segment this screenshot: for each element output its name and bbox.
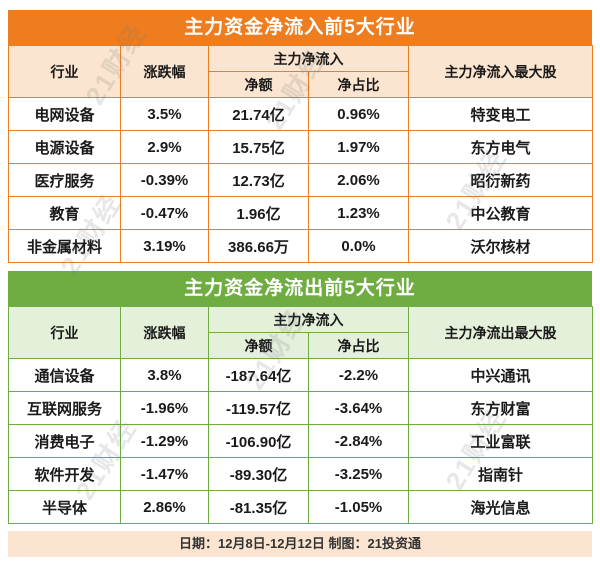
cell-net-ratio: 2.06% bbox=[308, 163, 409, 197]
cell-net-ratio: -2.2% bbox=[308, 358, 409, 392]
inflow-table: 行业 涨跌幅 主力净流入 主力净流入最大股 净额 净占比 电网设备 3.5% 2… bbox=[8, 45, 593, 263]
cell-net-amount: -106.90亿 bbox=[208, 424, 309, 458]
cell-change: -1.47% bbox=[120, 457, 209, 491]
cell-change: -0.39% bbox=[120, 163, 209, 197]
cell-net-ratio: 1.97% bbox=[308, 130, 409, 164]
table-row: 半导体 2.86% -81.35亿 -1.05% 海光信息 bbox=[8, 490, 593, 524]
col-header-change: 涨跌幅 bbox=[120, 45, 209, 98]
cell-net-ratio: -1.05% bbox=[308, 490, 409, 524]
inflow-section-title: 主力资金净流入前5大行业 bbox=[8, 10, 592, 45]
outflow-header-row-1: 行业 涨跌幅 主力净流入 主力净流出最大股 bbox=[8, 306, 593, 359]
inflow-header-row-2: 净额 净占比 bbox=[9, 71, 593, 98]
cell-net-ratio: 0.96% bbox=[308, 97, 409, 131]
col-header-industry: 行业 bbox=[8, 45, 121, 98]
table-row: 通信设备 3.8% -187.64亿 -2.2% 中兴通讯 bbox=[8, 358, 593, 392]
col-header-net-amount: 净额 bbox=[208, 71, 309, 98]
cell-change: -0.47% bbox=[120, 196, 209, 230]
cell-net-ratio: -3.64% bbox=[308, 391, 409, 425]
cell-net-amount: 1.96亿 bbox=[208, 196, 309, 230]
cell-change: -1.29% bbox=[120, 424, 209, 458]
cell-net-ratio: 0.0% bbox=[308, 229, 409, 263]
table-row: 电源设备 2.9% 15.75亿 1.97% 东方电气 bbox=[8, 130, 593, 164]
cell-net-ratio: 1.23% bbox=[308, 196, 409, 230]
cell-net-amount: -89.30亿 bbox=[208, 457, 309, 491]
cell-net-amount: 21.74亿 bbox=[208, 97, 309, 131]
cell-top-stock: 东方电气 bbox=[408, 130, 593, 164]
outflow-section-title: 主力资金净流出前5大行业 bbox=[8, 271, 592, 306]
col-header-inflow-group: 主力净流入 bbox=[208, 306, 409, 333]
cell-top-stock: 海光信息 bbox=[408, 490, 593, 524]
cell-top-stock: 工业富联 bbox=[408, 424, 593, 458]
table-row: 消费电子 -1.29% -106.90亿 -2.84% 工业富联 bbox=[8, 424, 593, 458]
cell-industry: 电网设备 bbox=[8, 97, 121, 131]
cell-change: 3.5% bbox=[120, 97, 209, 131]
cell-industry: 通信设备 bbox=[8, 358, 121, 392]
col-header-net-amount: 净额 bbox=[208, 332, 309, 359]
cell-net-amount: -187.64亿 bbox=[208, 358, 309, 392]
col-header-net-ratio: 净占比 bbox=[308, 332, 409, 359]
col-header-change: 涨跌幅 bbox=[120, 306, 209, 359]
cell-change: 3.8% bbox=[120, 358, 209, 392]
col-header-industry: 行业 bbox=[8, 306, 121, 359]
cell-net-amount: 386.66万 bbox=[208, 229, 309, 263]
cell-net-amount: 12.73亿 bbox=[208, 163, 309, 197]
cell-change: -1.96% bbox=[120, 391, 209, 425]
cell-net-amount: -119.57亿 bbox=[208, 391, 309, 425]
cell-industry: 医疗服务 bbox=[8, 163, 121, 197]
cell-industry: 互联网服务 bbox=[8, 391, 121, 425]
table-row: 教育 -0.47% 1.96亿 1.23% 中公教育 bbox=[8, 196, 593, 230]
outflow-table: 行业 涨跌幅 主力净流入 主力净流出最大股 净额 净占比 通信设备 3.8% -… bbox=[8, 306, 593, 524]
table-row: 软件开发 -1.47% -89.30亿 -3.25% 指南针 bbox=[8, 457, 593, 491]
cell-change: 2.9% bbox=[120, 130, 209, 164]
col-header-top-stock: 主力净流出最大股 bbox=[408, 306, 593, 359]
cell-industry: 半导体 bbox=[8, 490, 121, 524]
cell-top-stock: 沃尔核材 bbox=[408, 229, 593, 263]
cell-net-ratio: -3.25% bbox=[308, 457, 409, 491]
table-row: 互联网服务 -1.96% -119.57亿 -3.64% 东方财富 bbox=[8, 391, 593, 425]
cell-top-stock: 东方财富 bbox=[408, 391, 593, 425]
cell-industry: 教育 bbox=[8, 196, 121, 230]
cell-change: 2.86% bbox=[120, 490, 209, 524]
cell-top-stock: 中兴通讯 bbox=[408, 358, 593, 392]
cell-industry: 软件开发 bbox=[8, 457, 121, 491]
cell-industry: 消费电子 bbox=[8, 424, 121, 458]
table-row: 医疗服务 -0.39% 12.73亿 2.06% 昭衍新药 bbox=[8, 163, 593, 197]
cell-top-stock: 特变电工 bbox=[408, 97, 593, 131]
cell-net-ratio: -2.84% bbox=[308, 424, 409, 458]
inflow-header-row-1: 行业 涨跌幅 主力净流入 主力净流入最大股 bbox=[8, 45, 593, 98]
cell-industry: 电源设备 bbox=[8, 130, 121, 164]
table-row: 电网设备 3.5% 21.74亿 0.96% 特变电工 bbox=[8, 97, 593, 131]
cell-industry: 非金属材料 bbox=[8, 229, 121, 263]
cell-change: 3.19% bbox=[120, 229, 209, 263]
cell-top-stock: 昭衍新药 bbox=[408, 163, 593, 197]
cell-top-stock: 指南针 bbox=[408, 457, 593, 491]
cell-net-amount: -81.35亿 bbox=[208, 490, 309, 524]
footer-caption: 日期：12月8日-12月12日 制图：21投资通 bbox=[8, 531, 592, 557]
col-header-top-stock: 主力净流入最大股 bbox=[408, 45, 593, 98]
col-header-inflow-group: 主力净流入 bbox=[208, 45, 409, 72]
cell-net-amount: 15.75亿 bbox=[208, 130, 309, 164]
col-header-net-ratio: 净占比 bbox=[308, 71, 409, 98]
table-row: 非金属材料 3.19% 386.66万 0.0% 沃尔核材 bbox=[8, 229, 593, 263]
cell-top-stock: 中公教育 bbox=[408, 196, 593, 230]
